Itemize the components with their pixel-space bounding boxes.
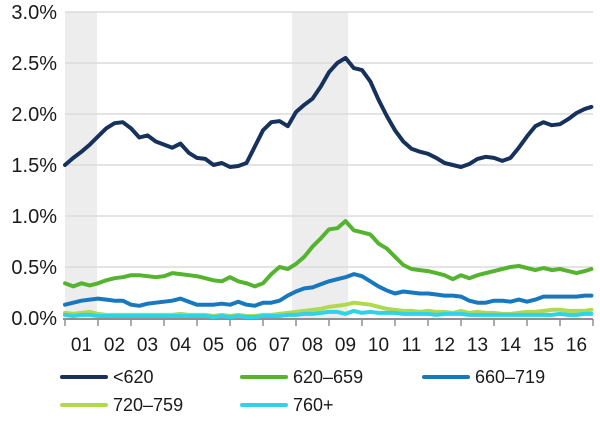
series-line-620 <box>63 55 594 169</box>
y-tick-label: 3.0% <box>11 2 57 24</box>
series-line-620-659 <box>63 219 594 289</box>
x-tick-label: 16 <box>566 335 587 356</box>
x-tick-label: 12 <box>434 335 455 356</box>
y-tick-label: 0.0% <box>11 308 57 330</box>
y-tick-label: 1.5% <box>11 155 57 177</box>
x-tick-label: 06 <box>236 335 257 356</box>
x-tick-label: 09 <box>335 335 356 356</box>
x-tick-label: 07 <box>269 335 290 356</box>
x-tick-label: 13 <box>467 335 488 356</box>
series-line-760+ <box>63 308 594 319</box>
y-tick-label: 0.5% <box>11 257 57 279</box>
x-tick-label: 01 <box>71 335 92 356</box>
x-tick-label: 10 <box>368 335 389 356</box>
y-tick-label: 2.0% <box>11 104 57 126</box>
x-tick-label: 11 <box>402 335 422 356</box>
x-tick-label: 15 <box>533 335 554 356</box>
x-tick-label: 02 <box>104 335 125 356</box>
y-tick-label: 2.5% <box>11 53 57 75</box>
x-tick-label: 04 <box>170 335 192 356</box>
y-tick-label: 1.0% <box>11 206 57 228</box>
x-tick-label: 03 <box>137 335 158 356</box>
x-tick-label: 05 <box>203 335 224 356</box>
x-tick-label: 14 <box>500 335 522 356</box>
x-tick-label: 08 <box>302 335 323 356</box>
series-line-660-719 <box>63 272 594 308</box>
